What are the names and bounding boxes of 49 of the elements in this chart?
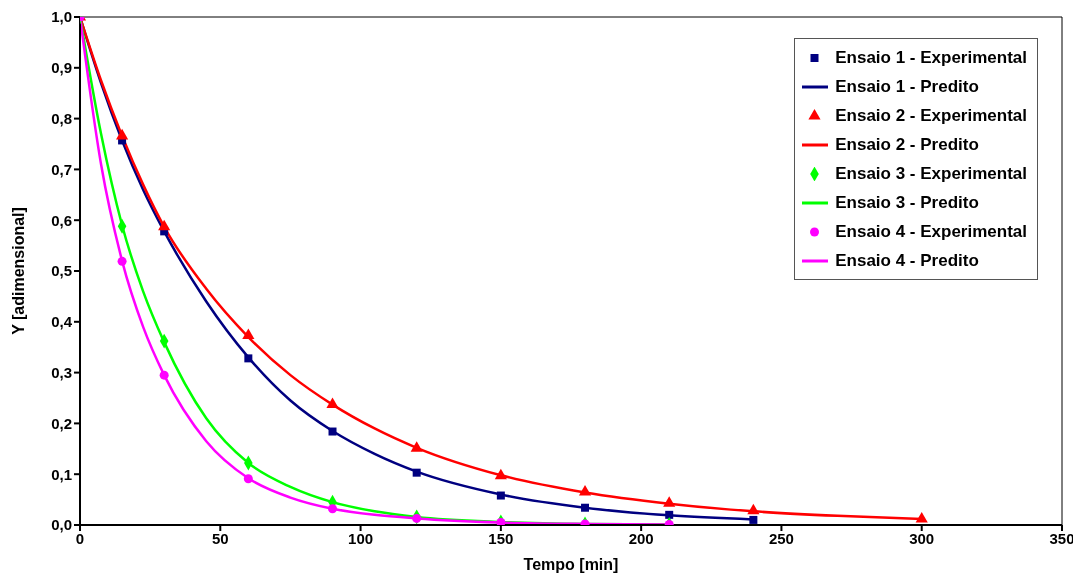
- legend-label: Ensaio 3 - Experimental: [835, 163, 1027, 184]
- point: [328, 504, 338, 514]
- legend-label: Ensaio 4 - Experimental: [835, 221, 1027, 242]
- x-tick-label: 300: [909, 529, 935, 547]
- point: [747, 503, 760, 515]
- legend-label: Ensaio 1 - Experimental: [835, 47, 1027, 68]
- point: [494, 468, 507, 480]
- legend-label: Ensaio 4 - Predito: [835, 250, 979, 271]
- x-tick-label: 350: [1049, 529, 1075, 547]
- x-tick-label: 0: [75, 529, 85, 547]
- point: [663, 496, 676, 507]
- y-tick-label: 1,0: [51, 8, 72, 26]
- point: [412, 513, 422, 523]
- y-tick-label: 0,8: [51, 109, 72, 127]
- point: [159, 370, 169, 380]
- y-tick-label: 0,9: [51, 59, 72, 77]
- y-tick-label: 0,4: [51, 313, 73, 331]
- x-axis-title: Tempo [min]: [523, 556, 619, 573]
- y-tick-label: 0,7: [51, 160, 72, 178]
- point: [117, 256, 127, 266]
- point: [242, 328, 255, 340]
- x-tick-label: 250: [768, 529, 794, 547]
- point: [326, 397, 339, 409]
- y-tick-label: 0,1: [51, 465, 72, 483]
- point: [578, 484, 592, 496]
- x-tick-label: 150: [488, 529, 514, 547]
- legend-label: Ensaio 2 - Experimental: [835, 105, 1027, 126]
- x-tick-label: 50: [211, 529, 229, 547]
- point: [581, 503, 590, 512]
- x-tick-label: 100: [348, 529, 374, 547]
- point: [496, 491, 505, 500]
- y-tick-label: 0,3: [51, 363, 72, 381]
- y-tick-label: 0,0: [51, 516, 72, 534]
- y-tick-label: 0,6: [51, 211, 72, 229]
- point: [915, 511, 928, 523]
- y-tick-label: 0,5: [51, 262, 72, 280]
- y-tick-label: 0,2: [51, 414, 72, 432]
- point: [328, 427, 337, 436]
- legend-label: Ensaio 1 - Predito: [835, 76, 979, 97]
- point: [410, 441, 423, 452]
- point: [244, 354, 253, 363]
- legend-label: Ensaio 3 - Predito: [835, 192, 979, 213]
- point: [665, 510, 674, 519]
- point: [243, 474, 253, 484]
- y-axis-title: Y [adimensional]: [9, 207, 27, 335]
- legend-label: Ensaio 2 - Predito: [835, 134, 979, 155]
- point: [412, 468, 421, 477]
- point: [749, 515, 758, 524]
- x-tick-label: 200: [628, 529, 654, 547]
